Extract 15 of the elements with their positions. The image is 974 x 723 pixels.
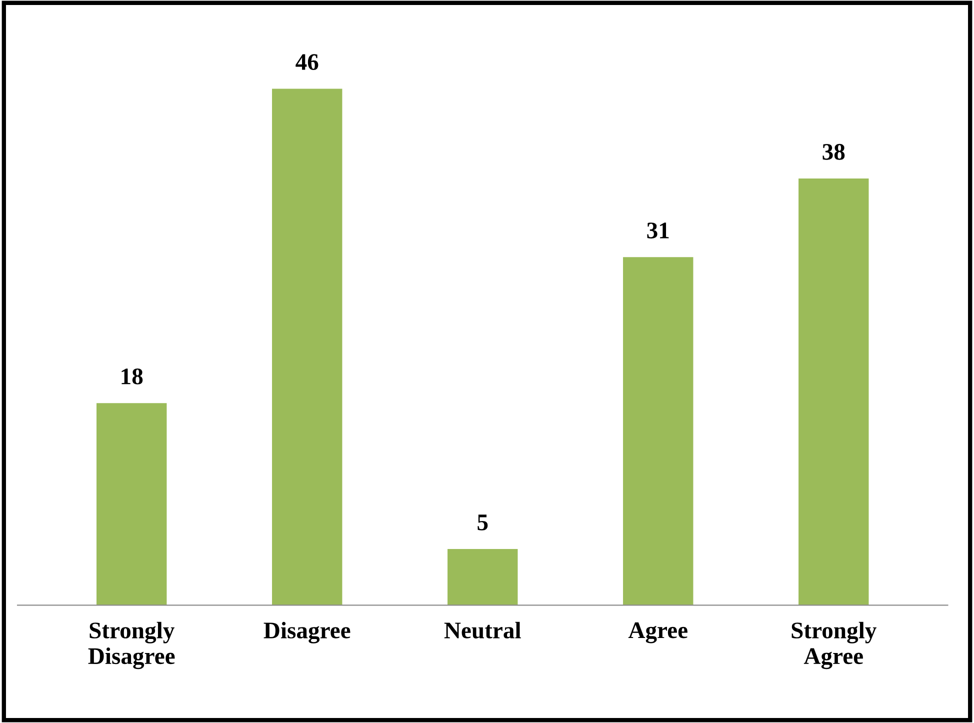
- data-label: 38: [822, 144, 845, 160]
- x-tick-label: Neutral: [444, 622, 521, 638]
- data-label: 5: [478, 514, 488, 530]
- bar: [623, 257, 694, 606]
- x-tick-label: Agree: [628, 622, 688, 644]
- data-label: 31: [647, 222, 669, 238]
- data-label: 46: [296, 54, 318, 70]
- x-tick-label: Strongly Disagree: [88, 622, 175, 670]
- x-tick-label: Strongly Agree: [792, 622, 876, 670]
- data-label: 18: [122, 368, 143, 384]
- bar: [96, 403, 167, 606]
- bar: [272, 88, 342, 606]
- bar: [798, 178, 869, 606]
- x-tick-label: Disagree: [264, 622, 350, 644]
- bar: [448, 549, 518, 606]
